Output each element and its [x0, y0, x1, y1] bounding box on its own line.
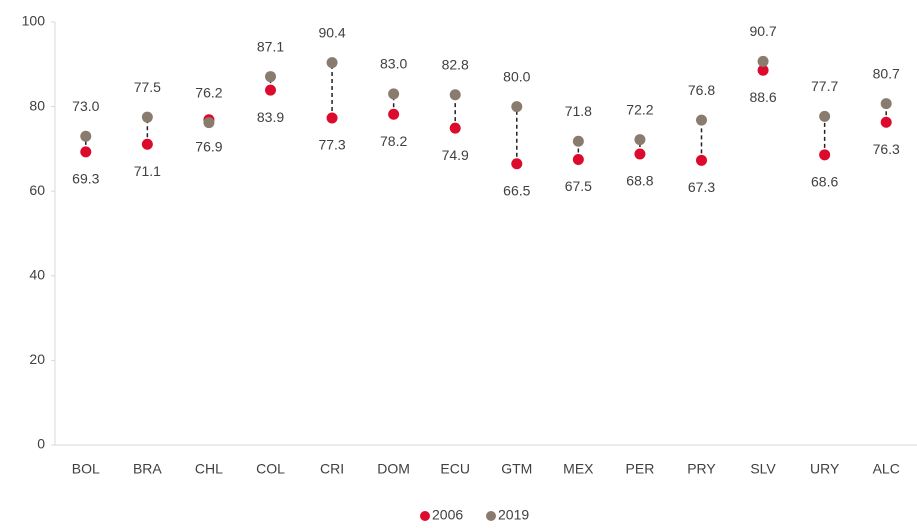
- dot: [388, 88, 400, 100]
- dot: [511, 158, 523, 170]
- value-label: 68.8: [626, 173, 653, 189]
- value-label: 67.3: [688, 179, 715, 195]
- legend-marker: [420, 511, 430, 521]
- dot: [141, 138, 153, 150]
- y-tick-label: 40: [29, 267, 45, 283]
- legend-label: 2019: [498, 507, 529, 523]
- dot: [449, 89, 461, 101]
- dot: [572, 153, 584, 165]
- dot: [634, 148, 646, 160]
- value-label: 68.6: [811, 174, 838, 190]
- value-label: 80.7: [873, 65, 900, 81]
- dot: [634, 134, 646, 146]
- x-tick-label: MEX: [563, 461, 594, 477]
- dot: [265, 84, 276, 96]
- value-label: 66.5: [503, 182, 530, 198]
- y-tick-label: 100: [22, 13, 46, 29]
- dot: [326, 57, 338, 69]
- value-label: 76.2: [195, 84, 222, 100]
- x-tick-label: CRI: [320, 461, 344, 477]
- value-label: 78.2: [380, 133, 407, 149]
- dot: [388, 108, 400, 120]
- value-label: 83.0: [380, 56, 407, 72]
- dot: [819, 149, 831, 161]
- dot: [80, 146, 92, 158]
- dot: [449, 122, 461, 134]
- value-label: 83.9: [257, 109, 284, 125]
- x-tick-label: URY: [810, 461, 840, 477]
- y-tick-label: 60: [29, 182, 45, 198]
- value-label: 69.3: [72, 171, 99, 187]
- x-tick-label: BRA: [133, 461, 162, 477]
- value-label: 67.5: [565, 178, 592, 194]
- value-label: 72.2: [626, 101, 653, 117]
- dot: [203, 117, 215, 129]
- value-label: 76.9: [195, 138, 222, 154]
- x-tick-label: ALC: [873, 461, 900, 477]
- dot: [757, 64, 769, 76]
- y-tick-label: 80: [29, 97, 45, 113]
- x-tick-label: BOL: [72, 461, 100, 477]
- dot: [696, 154, 707, 166]
- value-label: 73.0: [72, 98, 99, 114]
- x-tick-label: DOM: [377, 461, 410, 477]
- value-label: 87.1: [257, 38, 284, 54]
- dot: [511, 101, 523, 113]
- x-tick-label: GTM: [501, 461, 532, 477]
- value-label: 88.6: [749, 89, 776, 105]
- value-label: 82.8: [442, 56, 469, 72]
- value-label: 71.1: [134, 163, 161, 179]
- value-label: 90.4: [318, 24, 345, 40]
- y-tick-label: 20: [29, 351, 45, 367]
- dot: [80, 130, 92, 142]
- dot: [757, 55, 769, 67]
- dot: [326, 112, 338, 124]
- value-label: 77.3: [318, 137, 345, 153]
- dot: [696, 114, 707, 126]
- dot: [880, 116, 892, 128]
- dot: [572, 135, 584, 147]
- dot: [265, 71, 276, 83]
- value-label: 76.8: [688, 82, 715, 98]
- x-tick-label: ECU: [440, 461, 470, 477]
- dot: [141, 111, 153, 123]
- x-tick-label: PER: [626, 461, 655, 477]
- dot: [819, 110, 831, 122]
- x-tick-label: PRY: [687, 461, 716, 477]
- value-label: 80.0: [503, 68, 530, 84]
- value-label: 71.8: [565, 103, 592, 119]
- x-tick-label: SLV: [750, 461, 776, 477]
- dot: [880, 98, 892, 110]
- legend-label: 2006: [432, 507, 463, 523]
- x-tick-label: COL: [256, 461, 285, 477]
- x-tick-label: CHL: [195, 461, 223, 477]
- value-label: 74.9: [442, 147, 469, 163]
- y-tick-label: 0: [37, 436, 45, 452]
- value-label: 76.3: [873, 141, 900, 157]
- legend-marker: [486, 511, 496, 521]
- value-label: 77.7: [811, 78, 838, 94]
- value-label: 77.5: [134, 79, 161, 95]
- value-label: 90.7: [749, 23, 776, 39]
